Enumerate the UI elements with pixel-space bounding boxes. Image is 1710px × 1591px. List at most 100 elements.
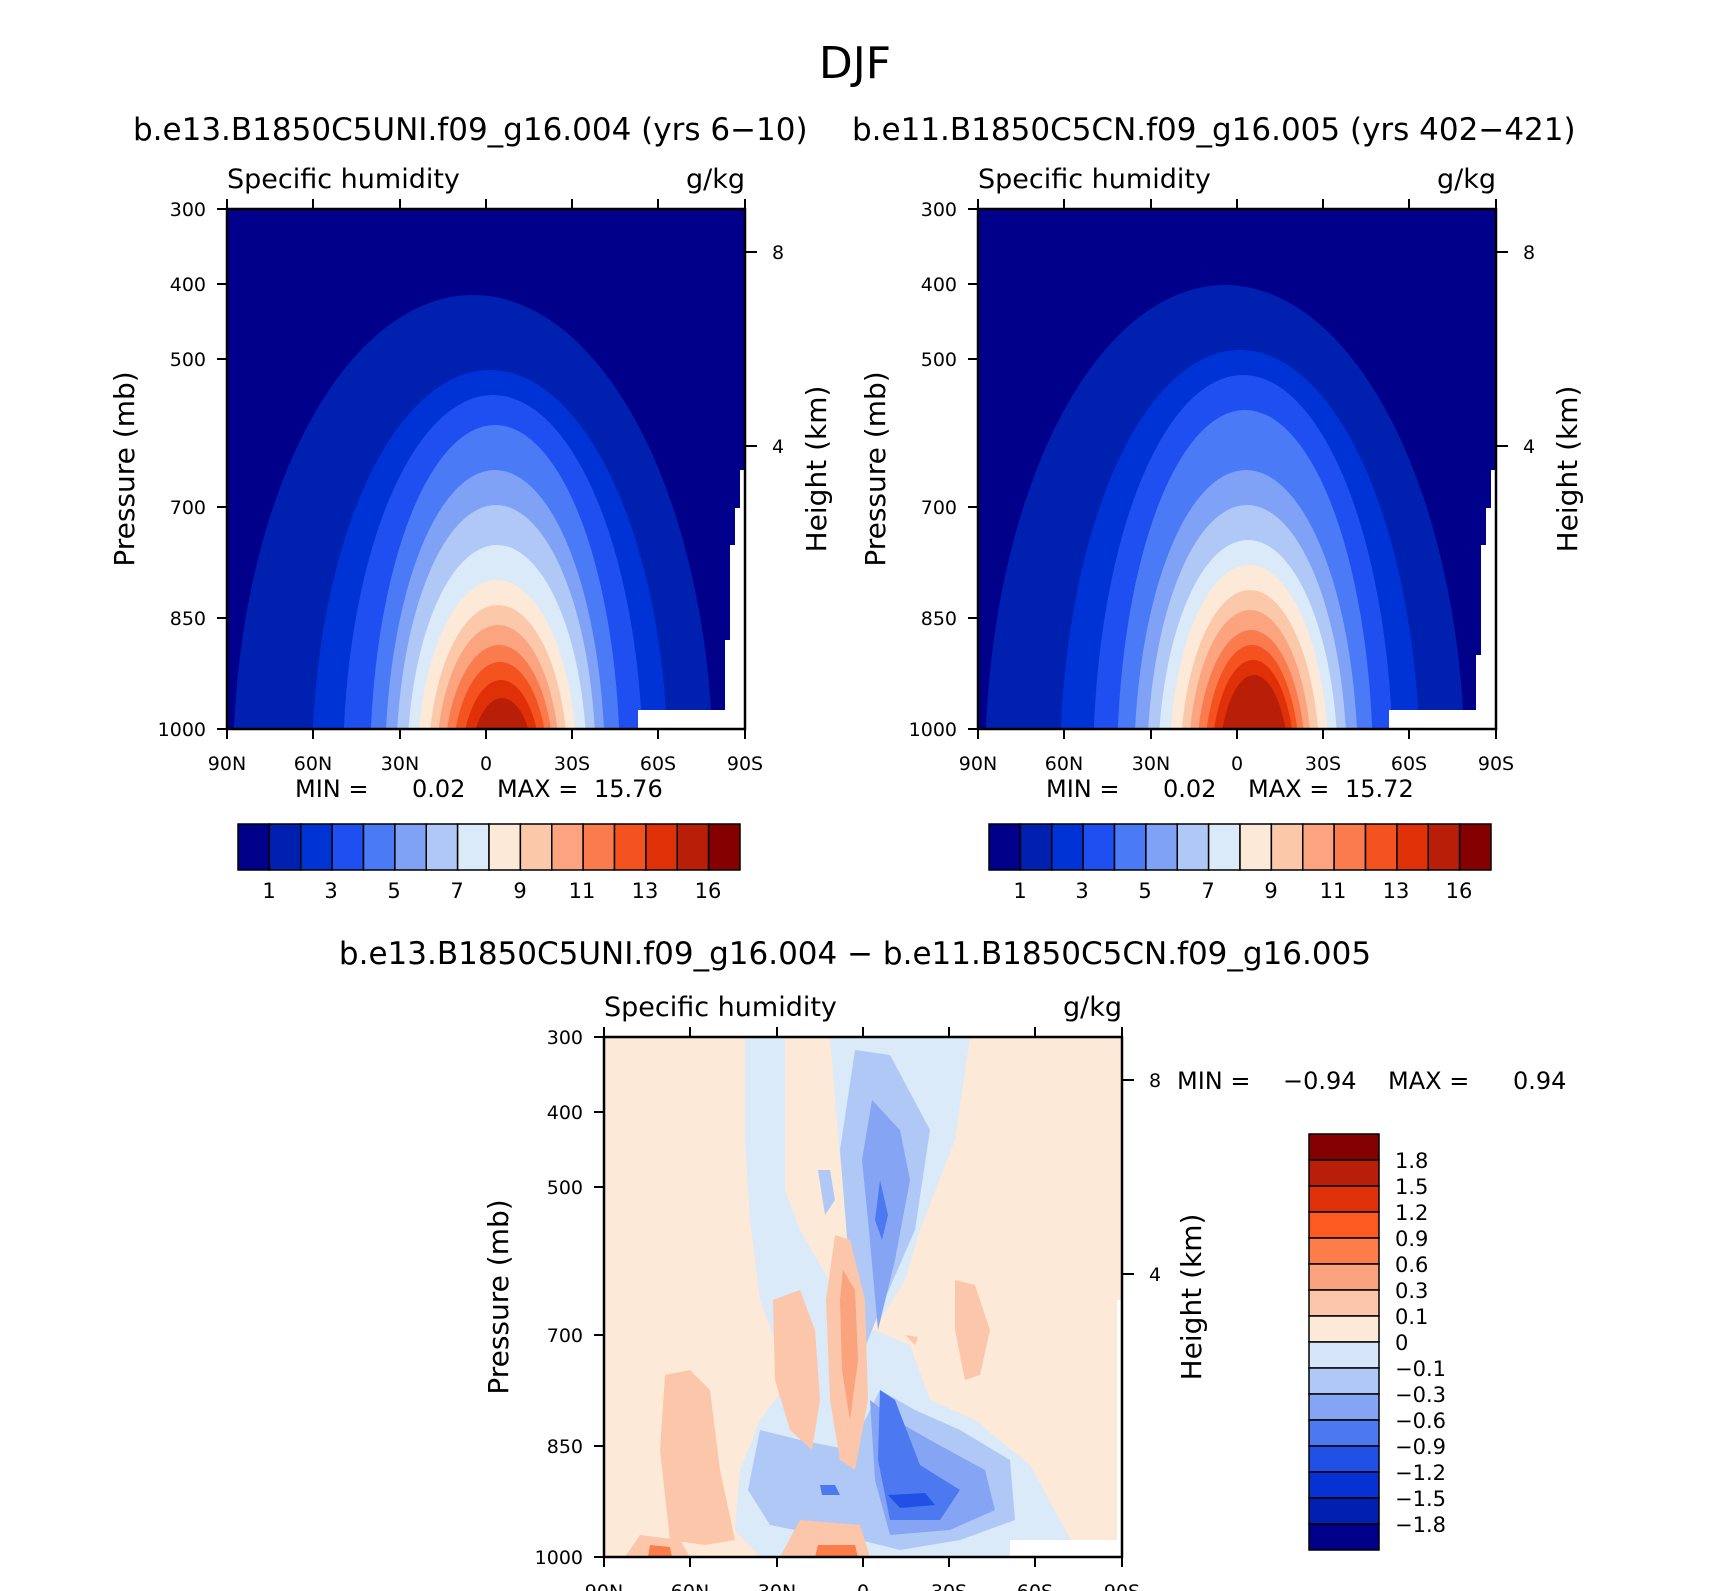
- colorbar-box: [988, 823, 1022, 871]
- x-tick-label: 30N: [381, 753, 419, 775]
- contour-level-15: [475, 698, 529, 729]
- y2-tick-label: 4: [1523, 436, 1535, 458]
- min-value: 0.02: [1163, 775, 1216, 803]
- colorbar-box: [1308, 1419, 1380, 1447]
- y2-tick-label: 4: [772, 436, 784, 458]
- x-tick-label: 90N: [585, 1581, 623, 1591]
- missing-data-mask: [638, 470, 745, 729]
- panel-2-y2-tick-labels: 8 4: [1523, 242, 1535, 458]
- contour-level-0.3: [840, 1270, 858, 1420]
- contour-level-neg-0.9: [820, 1485, 840, 1495]
- panel-3-units: g/kg: [1063, 992, 1122, 1023]
- y-tick-label: 850: [170, 608, 206, 630]
- min-label: MIN =: [295, 775, 368, 803]
- colorbar-box: [1308, 1341, 1380, 1369]
- x-tick-label: 90S: [727, 753, 763, 775]
- colorbar-label: 11: [569, 879, 596, 903]
- contour-level-15: [1222, 675, 1286, 729]
- colorbar-box: [394, 823, 427, 871]
- colorbar-box: [1239, 823, 1273, 871]
- colorbar-box: [456, 823, 490, 871]
- colorbar-label: 11: [1320, 879, 1347, 903]
- colorbar-box: [1308, 1393, 1380, 1421]
- max-label: MAX =: [1388, 1067, 1469, 1095]
- colorbar-box: [582, 823, 616, 871]
- y-tick-label: 300: [921, 199, 957, 221]
- panel-1-min-max: MIN = 0.02 MAX = 15.76: [295, 775, 663, 803]
- contour-level-0.1: [955, 1280, 990, 1380]
- y-tick-label: 850: [547, 1436, 583, 1458]
- min-label: MIN =: [1046, 775, 1119, 803]
- x-tick-label: 60N: [294, 753, 332, 775]
- y-tick-label: 500: [921, 349, 957, 371]
- x-tick-label: 30S: [554, 753, 590, 775]
- colorbar-label: −0.6: [1395, 1409, 1446, 1433]
- x-tick-label: 0: [857, 1581, 869, 1591]
- colorbar-label: 0: [1395, 1331, 1408, 1355]
- colorbar-box: [1308, 1497, 1380, 1525]
- colorbar-box: [1308, 1185, 1380, 1213]
- x-tick-label: 60S: [1017, 1581, 1053, 1591]
- y-tick-label: 700: [921, 497, 957, 519]
- colorbar-box: [1333, 823, 1367, 871]
- colorbar-box: [1082, 823, 1116, 871]
- x-tick-label: 60N: [1045, 753, 1083, 775]
- colorbar-label: 0.3: [1395, 1279, 1428, 1303]
- y-tick-label: 850: [921, 608, 957, 630]
- panel-2-colorbar-labels: 1 3 5 7 9 11 13 16: [1013, 879, 1472, 903]
- colorbar-box: [1113, 823, 1147, 871]
- y-tick-label: 1000: [535, 1547, 583, 1569]
- y-tick-label: 700: [170, 497, 206, 519]
- colorbar-label: −0.9: [1395, 1435, 1446, 1459]
- x-tick-label: 90N: [208, 753, 246, 775]
- colorbar-label: 1: [1013, 879, 1026, 903]
- colorbar-label: 1.5: [1395, 1175, 1428, 1199]
- colorbar-box: [331, 823, 365, 871]
- panel-2-contours: [978, 209, 1496, 729]
- max-value: 0.94: [1513, 1067, 1566, 1095]
- panel-1-variable: Specific humidity: [227, 164, 460, 195]
- panel-2-y2-axis-label: Height (km): [1551, 386, 1584, 553]
- panel-2-colorbar: [988, 823, 1492, 871]
- panel-1-y-axis-label: Pressure (mb): [108, 371, 141, 566]
- panel-1-title: b.e13.B1850C5UNI.f09_g16.004 (yrs 6−10): [133, 112, 808, 148]
- min-value: 0.02: [412, 775, 465, 803]
- panel-3-x-tick-labels: 90N 60N 30N 0 30S 60S 90S: [585, 1581, 1140, 1591]
- min-value: −0.94: [1283, 1067, 1357, 1095]
- colorbar-box: [1302, 823, 1335, 871]
- max-value: 15.76: [594, 775, 663, 803]
- x-tick-label: 30N: [758, 1581, 796, 1591]
- max-value: 15.72: [1345, 775, 1414, 803]
- colorbar-box: [1308, 1471, 1380, 1499]
- colorbar-box: [1308, 1133, 1380, 1161]
- x-tick-label: 30S: [1305, 753, 1341, 775]
- y-tick-label: 500: [170, 349, 206, 371]
- colorbar-box: [676, 823, 710, 871]
- colorbar-box: [1145, 823, 1178, 871]
- colorbar-box: [1308, 1445, 1380, 1473]
- panel-3-min-max: MIN = −0.94 MAX = 0.94: [1177, 1067, 1566, 1095]
- x-tick-label: 30S: [931, 1581, 967, 1591]
- difference-title: b.e13.B1850C5UNI.f09_g16.004 − b.e11.B18…: [338, 936, 1372, 972]
- panel-1-y2-axis-label: Height (km): [800, 386, 833, 553]
- panel-2: Specific humidity g/kg: [859, 164, 1584, 903]
- colorbar-box: [1427, 823, 1461, 871]
- panel-1-y-tick-labels: 300 400 500 700 850 1000: [158, 199, 206, 741]
- y2-tick-label: 8: [772, 242, 784, 264]
- colorbar-box: [268, 823, 302, 871]
- contour-level-neg-1.2: [888, 1493, 935, 1508]
- colorbar-box: [1051, 823, 1084, 871]
- panel-3-colorbar: [1308, 1133, 1380, 1551]
- colorbar-box: [488, 823, 522, 871]
- colorbar-label: 9: [513, 879, 526, 903]
- colorbar-label: 5: [1138, 879, 1151, 903]
- panel-3-y-tick-labels: 300 400 500 700 850 1000: [535, 1027, 583, 1569]
- contour-level-neg-0.3: [818, 1170, 835, 1215]
- x-tick-label: 0: [1231, 753, 1243, 775]
- colorbar-label: 13: [1383, 879, 1410, 903]
- panel-1-contours: [227, 209, 745, 729]
- contour-level-0.6: [648, 1545, 672, 1557]
- panel-1-ticks: [217, 199, 757, 739]
